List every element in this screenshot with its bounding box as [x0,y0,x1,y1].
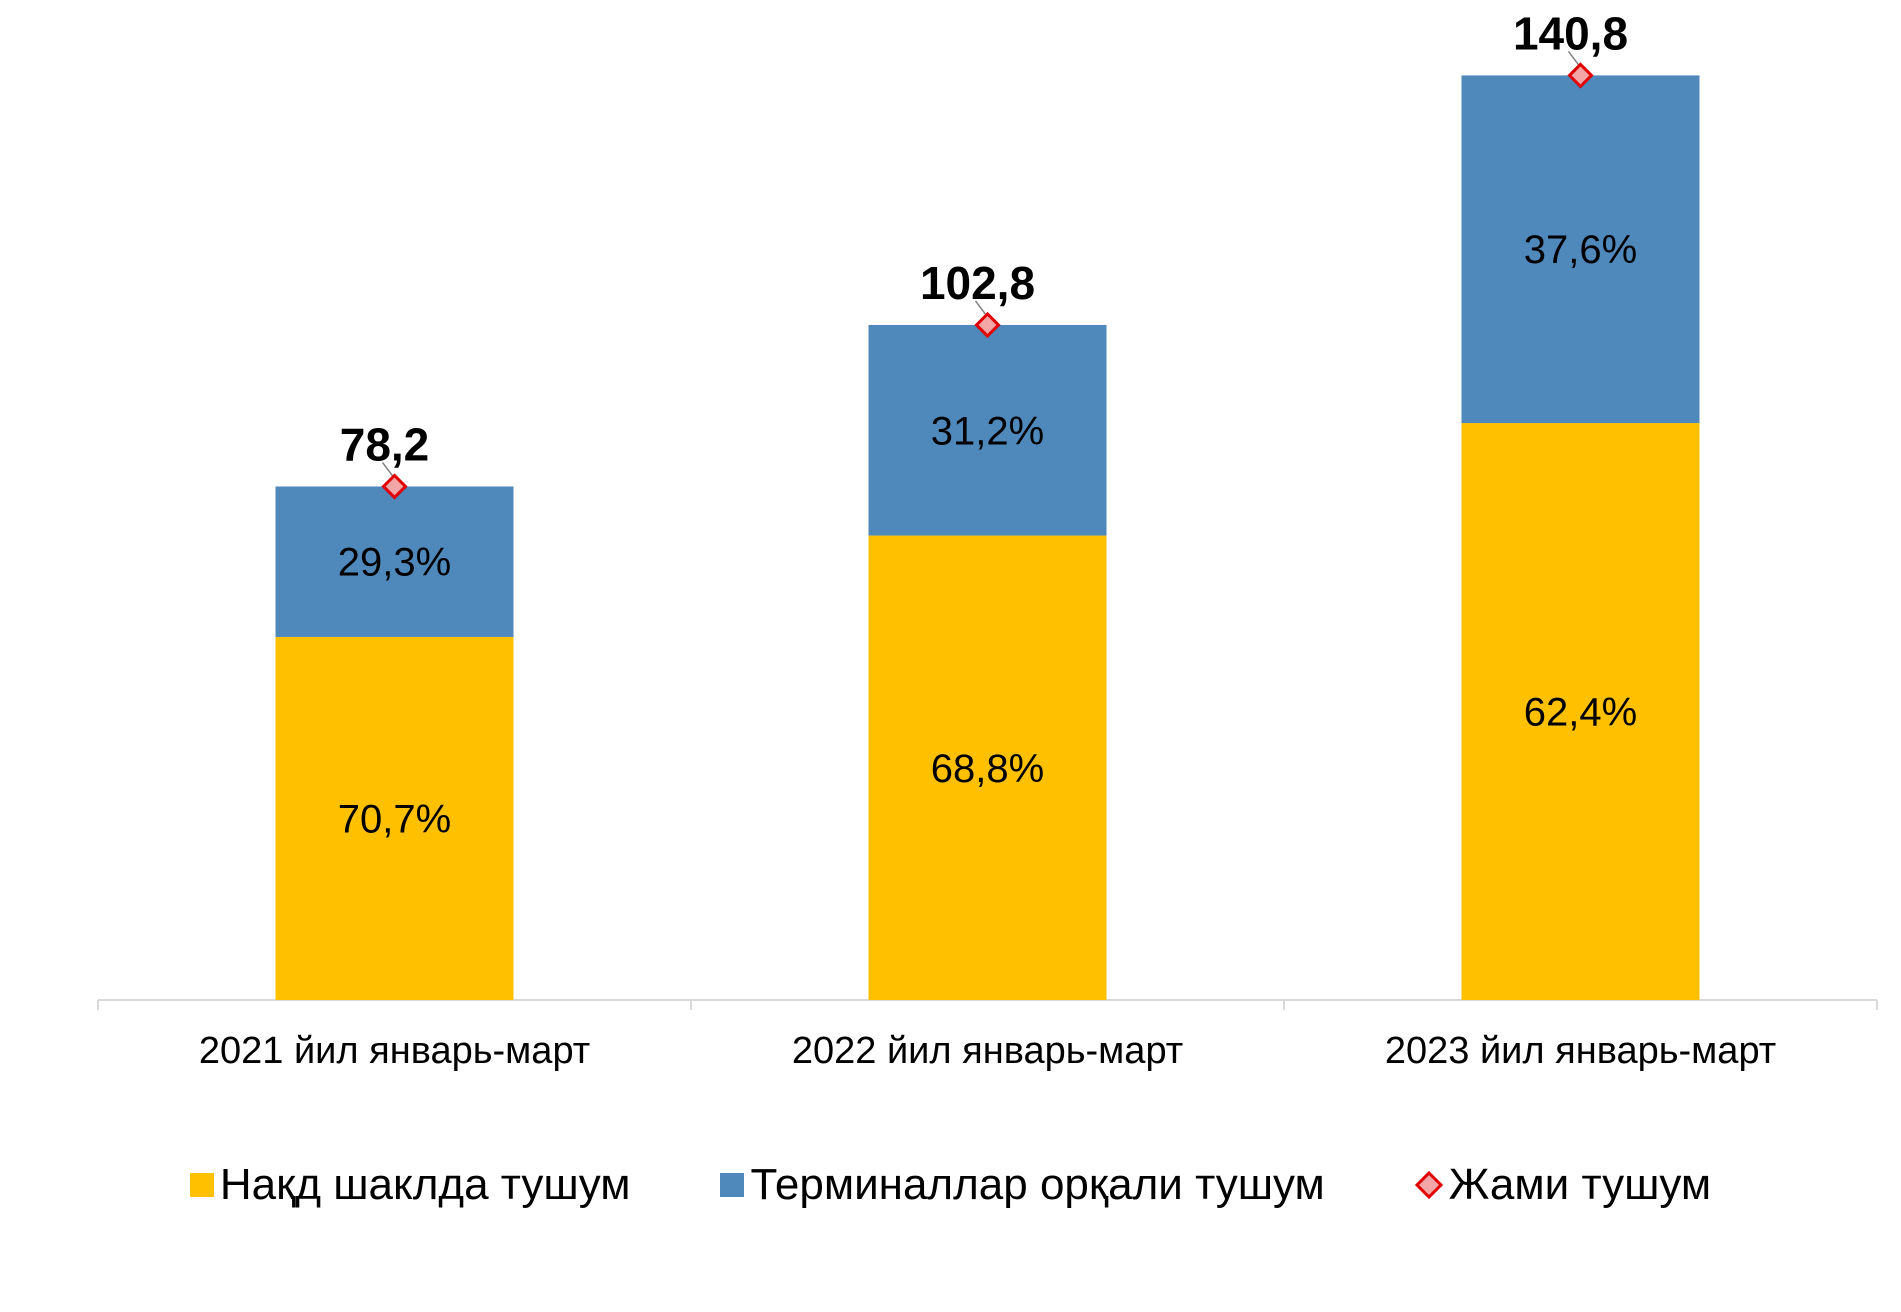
data-label-total-0: 78,2 [340,418,430,470]
bar-terminal-2 [1461,75,1700,424]
legend-label-cash: Нақд шаклда тушум [219,1160,631,1209]
total-marker-1 [974,311,1001,339]
x-tick-label-2: 2023 йил январь-март [1385,1030,1776,1072]
data-label-terminal-2: 37,6% [1524,228,1637,272]
x-tick-label-0: 2021 йил январь-март [199,1030,590,1072]
legend-item-cash: Нақд шаклда тушум [189,1160,631,1210]
data-label-total-2: 140,8 [1513,7,1628,59]
legend-swatch-terminal [720,1173,745,1197]
bar-cash-1 [868,535,1107,1000]
legend-swatch-cash [189,1173,214,1197]
legend-label-terminal: Терминаллар орқали тушум [750,1160,1325,1209]
bar-cash-2 [1461,423,1700,1000]
total-marker-2 [1567,62,1594,89]
data-label-cash-1: 68,8% [931,747,1044,791]
legend: Нақд шаклда тушум Терминаллар орқали туш… [0,1160,1901,1210]
legend-item-total: Жами тушум [1414,1160,1712,1210]
legend-label-total: Жами тушум [1448,1160,1712,1209]
chart-canvas: 70,7% 29,3% 78,2 2021 йил январь-март 68,8% 3… [97,7,1878,1072]
data-label-terminal-1: 31,2% [931,409,1044,453]
data-label-cash-0: 70,7% [338,797,451,841]
legend-item-terminal: Терминаллар орқали тушум [720,1160,1325,1210]
x-tick-label-1: 2022 йил январь-март [792,1030,1183,1072]
legend-diamond-icon [1414,1171,1443,1199]
bar-terminal-0 [275,486,514,637]
total-marker-0 [381,473,408,500]
bar-terminal-1 [868,324,1107,536]
data-label-terminal-0: 29,3% [338,541,451,585]
bar-cash-0 [275,636,514,1000]
data-label-total-1: 102,8 [920,257,1035,309]
data-label-cash-2: 62,4% [1524,691,1637,735]
